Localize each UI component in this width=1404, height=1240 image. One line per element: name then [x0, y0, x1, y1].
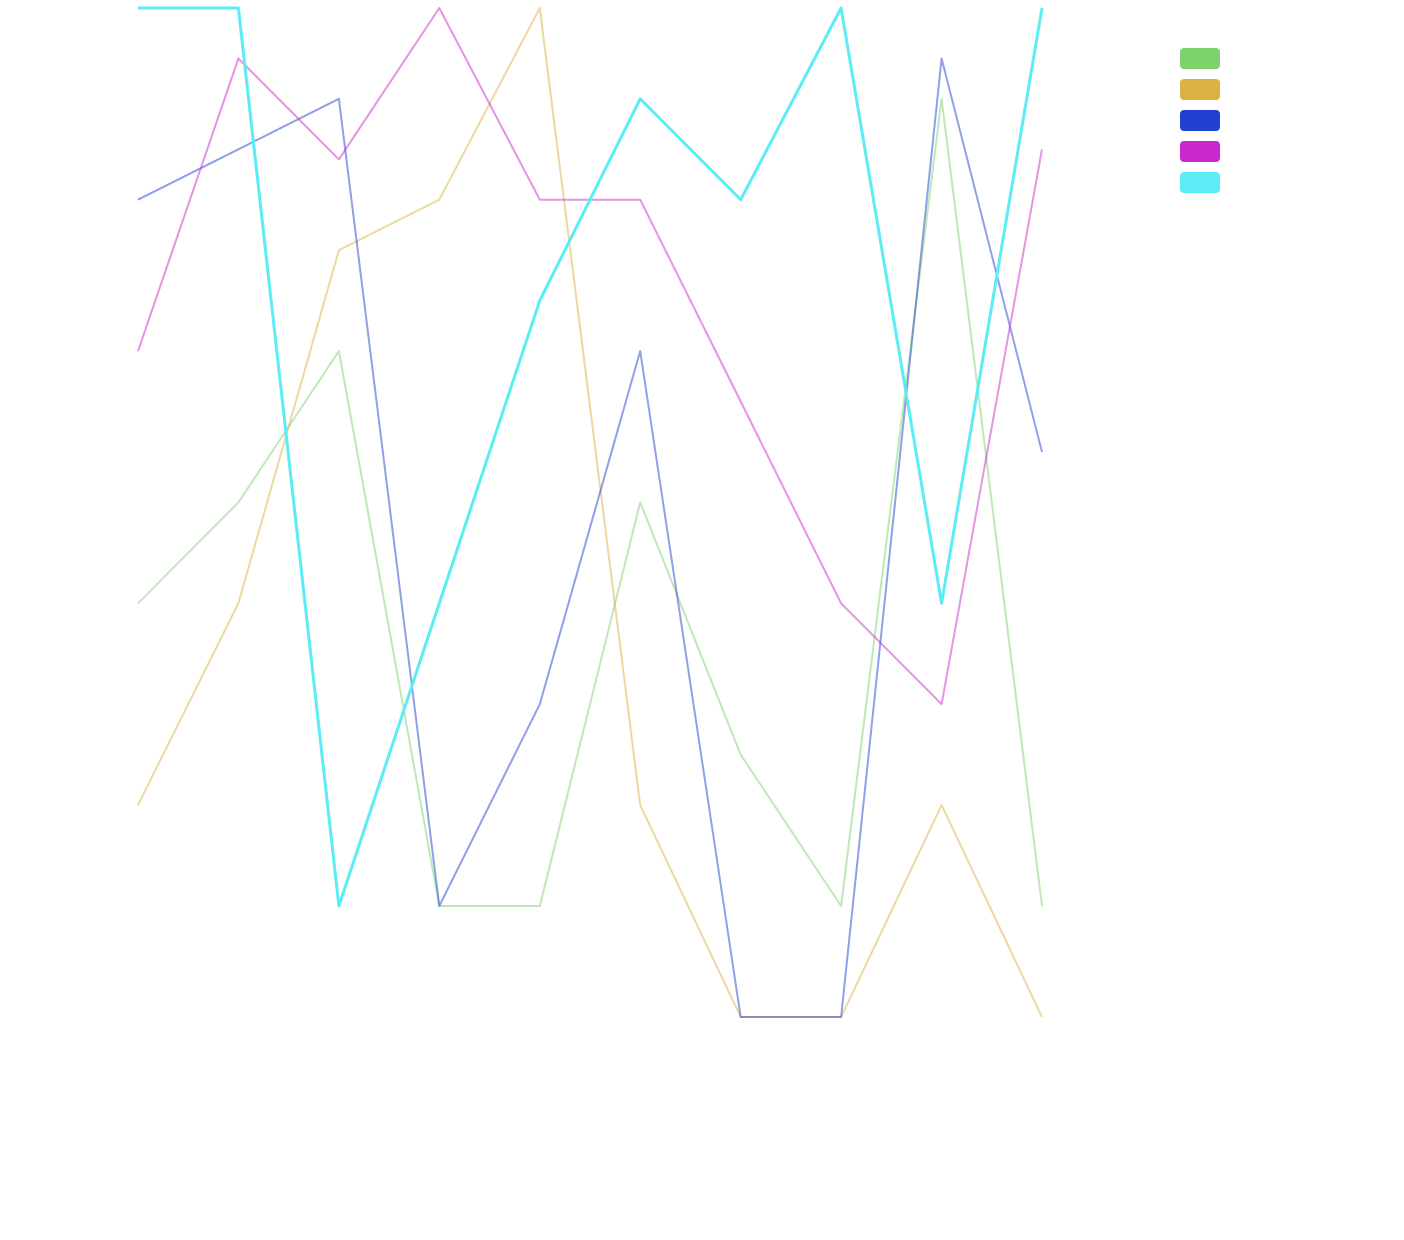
legend-item-1 [1180, 43, 1310, 74]
legend-item-5 [1180, 167, 1310, 198]
series-line-1 [137, 97, 1043, 907]
series-line-3 [137, 57, 1043, 1018]
legend-swatch-3 [1180, 110, 1220, 131]
legend-swatch-2 [1180, 79, 1220, 100]
legend [1180, 43, 1310, 198]
series-layer [137, 6, 1044, 1018]
legend-swatch-5 [1180, 172, 1220, 193]
series-line-4 [137, 7, 1043, 706]
legend-item-2 [1180, 74, 1310, 105]
legend-item-4 [1180, 136, 1310, 167]
legend-swatch-1 [1180, 48, 1220, 69]
legend-swatch-4 [1180, 141, 1220, 162]
series-line-5 [138, 6, 1044, 908]
series-line-2 [137, 7, 1043, 1018]
legend-item-3 [1180, 105, 1310, 136]
